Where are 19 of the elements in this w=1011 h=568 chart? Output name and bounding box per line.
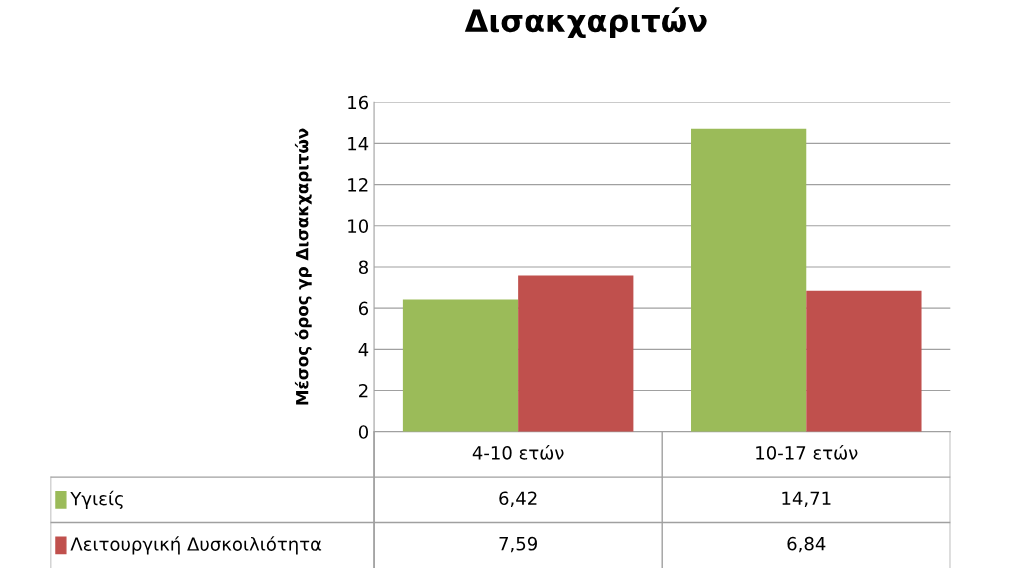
y-tick-label: 12 — [348, 178, 368, 192]
x-tick-label: 4-10 ετών — [472, 444, 564, 460]
data-label: 6,84 — [787, 536, 826, 553]
y-axis-title: Μέσος όρος γρ Δισακχαριτών — [294, 128, 312, 405]
y-tick-label: 16 — [348, 95, 369, 110]
data-label: 7,59 — [499, 536, 537, 553]
data-label: 6,42 — [499, 491, 537, 507]
y-tick-label: 2 — [359, 383, 368, 398]
y-tick-label: 6 — [358, 301, 369, 316]
chart-title: Δισακχαριτών — [464, 7, 707, 39]
legend-label: Λειτουργική Δυσκοιλιότητα — [70, 536, 322, 555]
legend-label: Υγιείς — [70, 490, 123, 509]
y-tick-label: 14 — [348, 137, 369, 151]
y-tick-label: 8 — [358, 260, 368, 275]
y-tick-label: 10 — [348, 219, 369, 233]
y-tick-label: 0 — [358, 425, 369, 439]
data-label: 14,71 — [782, 491, 831, 507]
y-tick-label: 4 — [358, 343, 369, 357]
x-tick-label: 10-17 ετών — [756, 444, 858, 460]
